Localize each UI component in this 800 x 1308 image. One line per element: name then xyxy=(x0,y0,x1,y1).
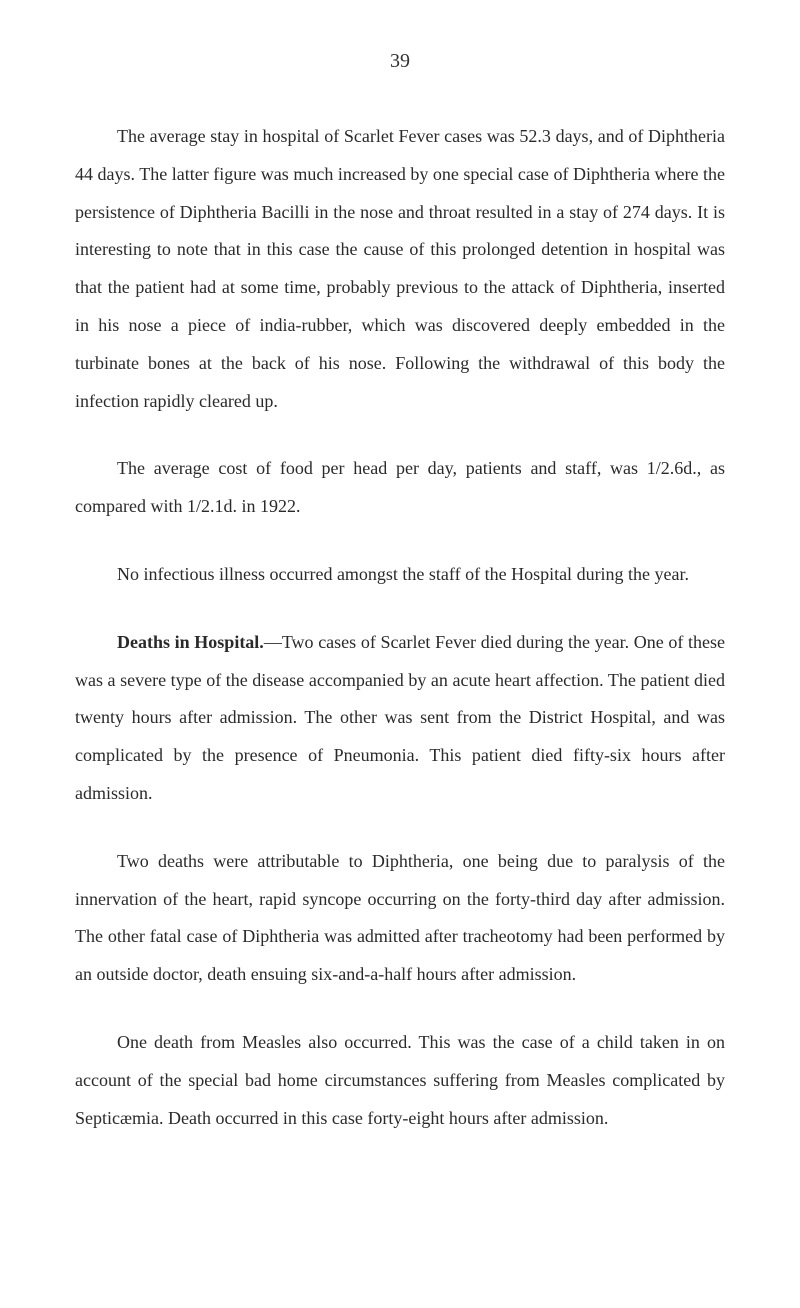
paragraph-5: Two deaths were attributable to Diphther… xyxy=(75,843,725,994)
paragraph-3: No infectious illness occurred amongst t… xyxy=(75,556,725,594)
section-heading-deaths: Deaths in Hospital. xyxy=(117,632,264,652)
paragraph-4: Deaths in Hospital.—Two cases of Scarlet… xyxy=(75,624,725,813)
paragraph-1: The average stay in hospital of Scarlet … xyxy=(75,118,725,420)
paragraph-2: The average cost of food per head per da… xyxy=(75,450,725,526)
paragraph-6: One death from Measles also occurred. Th… xyxy=(75,1024,725,1137)
page-number: 39 xyxy=(75,50,725,73)
paragraph-4-body: —Two cases of Scarlet Fever died during … xyxy=(75,632,725,803)
